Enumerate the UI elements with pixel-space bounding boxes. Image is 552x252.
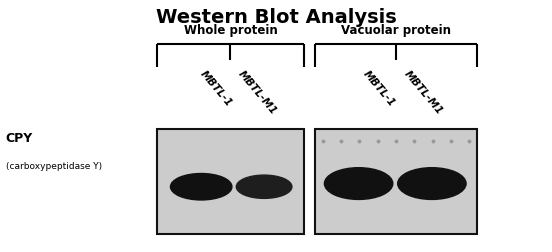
Text: Whole protein: Whole protein — [184, 23, 277, 37]
Text: CPY: CPY — [6, 132, 33, 145]
Ellipse shape — [325, 168, 393, 199]
Text: MBTL-M1: MBTL-M1 — [402, 69, 444, 117]
Ellipse shape — [236, 175, 292, 198]
Text: MBTL-M1: MBTL-M1 — [237, 69, 279, 117]
Text: (carboxypeptidase Y): (carboxypeptidase Y) — [6, 162, 102, 171]
Text: Vacuolar protein: Vacuolar protein — [341, 23, 451, 37]
FancyBboxPatch shape — [315, 129, 477, 234]
Ellipse shape — [171, 173, 232, 200]
FancyBboxPatch shape — [157, 129, 304, 234]
Ellipse shape — [397, 168, 466, 199]
Text: MBTL-1: MBTL-1 — [198, 69, 233, 109]
Text: MBTL-1: MBTL-1 — [361, 69, 396, 109]
Text: Western Blot Analysis: Western Blot Analysis — [156, 8, 396, 26]
